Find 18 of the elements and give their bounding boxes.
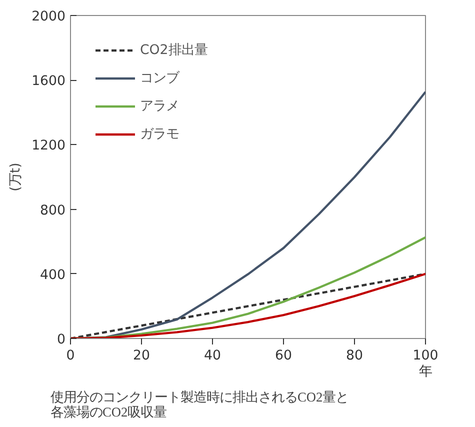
y-tick-label: 1600 [32,74,66,90]
x-tick-label: 20 [133,348,150,364]
legend-label: ガラモ [140,126,179,143]
y-tick-label: 2000 [32,10,66,24]
y-axis-title: (万t) [8,162,24,192]
legend-label: コンブ [140,70,179,87]
y-tick-label: 0 [57,332,66,348]
legend-label: アラメ [140,98,179,115]
y-tick-label: 800 [40,203,66,218]
y-tick-label: 400 [40,268,66,283]
text: 使用分のコンクリート製造時に排出されるCO2量と各藻場のCO2吸収量 [50,390,349,420]
y-tick-label: 1200 [32,138,66,154]
legend-label: CO2排出量 [140,42,208,59]
x-tick-label: 60 [275,348,292,364]
x-tick-label: 40 [204,348,221,364]
x-axis-title: 年 [419,364,432,380]
x-tick-label: 100 [412,348,438,364]
x-tick-label: 80 [346,348,363,364]
